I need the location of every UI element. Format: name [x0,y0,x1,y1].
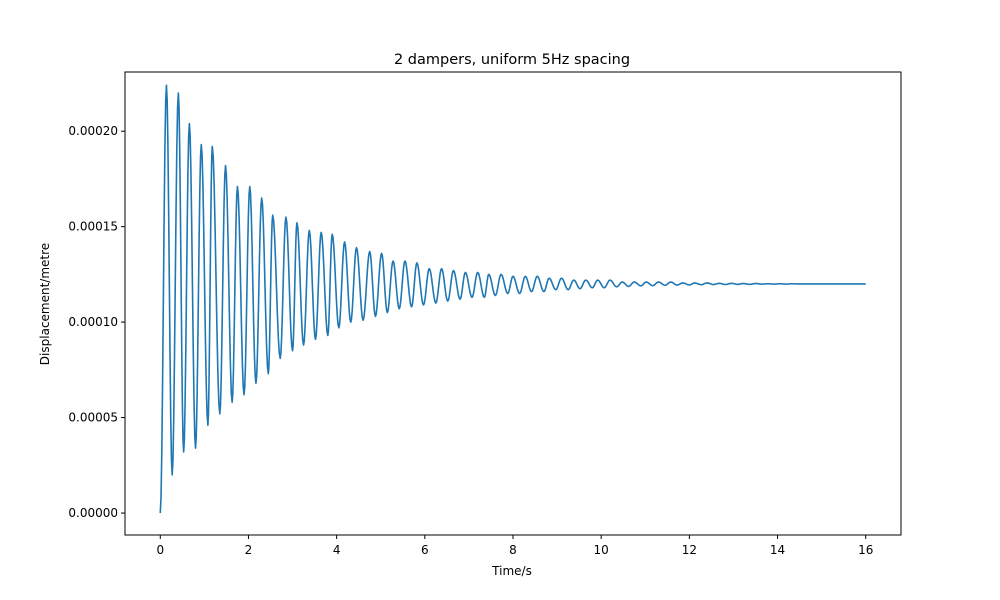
x-tick-label: 10 [594,543,609,557]
chart-title: 2 dampers, uniform 5Hz spacing [394,52,630,68]
x-tick-label: 0 [156,543,164,557]
x-axis-label: Time/s [491,564,532,578]
y-tick-label: 0.00000 [68,506,118,520]
x-axis: 0 2 4 6 8 10 12 14 16 [156,535,873,557]
plot-area [124,71,902,536]
x-tick-label: 4 [333,543,341,557]
y-tick-label: 0.00015 [68,220,118,234]
y-axis-label: Displacement/metre [38,243,52,365]
y-tick-label: 0.00020 [68,124,118,138]
x-tick-label: 2 [245,543,253,557]
x-tick-label: 12 [682,543,697,557]
y-tick-label: 0.00005 [68,411,118,425]
x-tick-label: 16 [858,543,873,557]
y-tick-label: 0.00010 [68,315,118,329]
x-tick-label: 14 [770,543,785,557]
x-tick-label: 8 [509,543,517,557]
y-axis: 0.00000 0.00005 0.00010 0.00015 0.00020 [68,124,125,520]
series-line [159,84,866,514]
x-tick-label: 6 [421,543,429,557]
